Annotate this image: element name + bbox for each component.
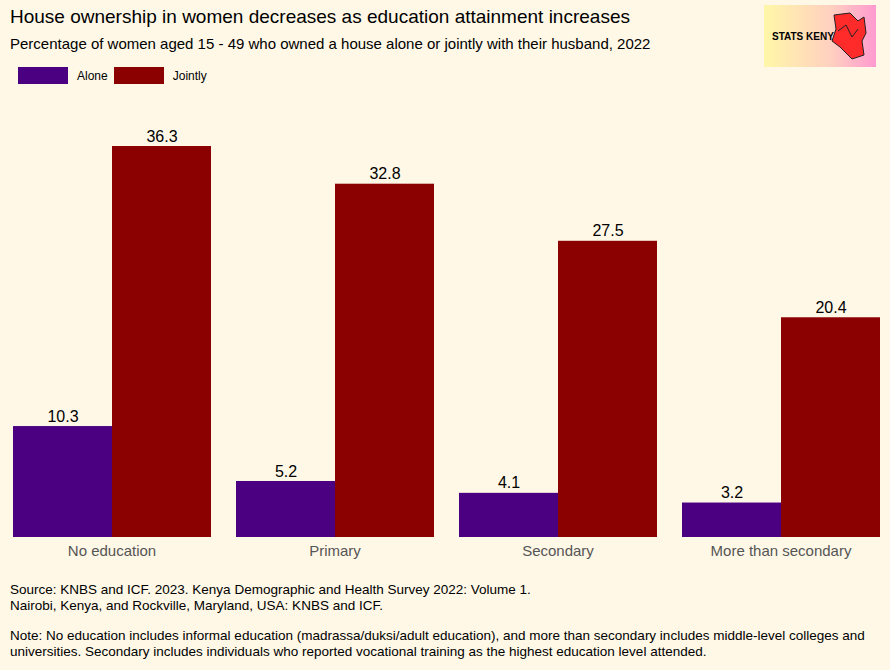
svg-text:20.4: 20.4 bbox=[815, 299, 846, 316]
svg-text:More than secondary: More than secondary bbox=[711, 542, 852, 559]
svg-text:Secondary: Secondary bbox=[522, 542, 594, 559]
svg-text:3.2: 3.2 bbox=[721, 484, 743, 501]
html-text:House ownership in women decre: House ownership in women decreases as ed… bbox=[10, 6, 630, 27]
html-text:STATS KENYA: STATS KENYA bbox=[772, 30, 841, 42]
svg-text:36.3: 36.3 bbox=[146, 128, 177, 145]
html-text:Source: KNBS and ICF. 2023. Ke: Source: KNBS and ICF. 2023. Kenya Demogr… bbox=[10, 582, 531, 597]
svg-text:Primary: Primary bbox=[309, 542, 361, 559]
svg-text:No education: No education bbox=[68, 542, 156, 559]
html-text:Nairobi, Kenya, and Rockville,: Nairobi, Kenya, and Rockville, Maryland,… bbox=[10, 598, 383, 613]
html-text:Jointly: Jointly bbox=[172, 68, 207, 83]
svg-text:5.2: 5.2 bbox=[275, 463, 297, 480]
svg-text:10.3: 10.3 bbox=[47, 408, 78, 425]
html-text:Note: No education includes in: Note: No education includes informal edu… bbox=[10, 628, 865, 659]
html-text:Alone: Alone bbox=[77, 68, 108, 83]
html-text:Percentage of women aged 15 -: Percentage of women aged 15 - 49 who own… bbox=[10, 35, 651, 52]
svg-text:27.5: 27.5 bbox=[592, 222, 623, 239]
svg-text:32.8: 32.8 bbox=[369, 165, 400, 182]
svg-text:4.1: 4.1 bbox=[498, 474, 520, 491]
